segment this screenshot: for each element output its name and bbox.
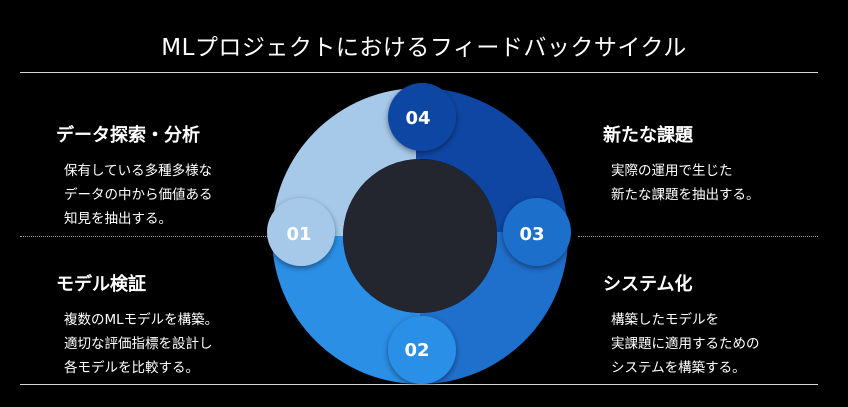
description-line: システムを構築する。 (611, 360, 746, 376)
step-systemization: システム化 構築したモデルを 実課題に適用するための システムを構築する。 (603, 270, 760, 380)
segment-number-03: 03 (519, 224, 544, 245)
step-model-validation: モデル検証 複数のMLモデルを構築。 適切な評価指標を設計し 各モデルを比較する… (56, 270, 218, 380)
segment-number-04: 04 (405, 108, 430, 129)
description-line: データの中から価値ある (64, 187, 213, 203)
step-analysis-description: 保有している多種多様な データの中から価値ある 知見を抽出する。 (56, 159, 213, 231)
left-dotted-divider (20, 236, 268, 237)
diagram-title: MLプロジェクトにおけるフィードバックサイクル (161, 35, 687, 61)
cycle-segment-03 (420, 232, 569, 384)
description-line: 構築したモデルを (611, 312, 719, 328)
right-dotted-divider (578, 236, 818, 237)
description-line: 実課題に適用するための (611, 336, 760, 352)
step-model-description: 複数のMLモデルを構築。 適切な評価指標を設計し 各モデルを比較する。 (56, 308, 218, 380)
description-line: 各モデルを比較する。 (64, 360, 199, 376)
segment-number-01: 01 (286, 224, 311, 245)
segment-01-cap (267, 198, 335, 266)
step-issue-description: 実際の運用で生じた 新たな課題を抽出する。 (603, 159, 760, 207)
step-model-heading: モデル検証 (56, 274, 146, 295)
segment-03-cap (503, 198, 571, 266)
description-line: 知見を抽出する。 (64, 211, 172, 227)
step-system-description: 構築したモデルを 実課題に適用するための システムを構築する。 (603, 308, 760, 380)
cycle-ring (267, 83, 571, 384)
segment-04-cap (388, 83, 456, 151)
segment-02-cap (388, 316, 456, 384)
description-line: 保有している多種多様な (64, 163, 213, 179)
bottom-divider (20, 384, 818, 385)
step-new-issues: 新たな課題 実際の運用で生じた 新たな課題を抽出する。 (603, 121, 760, 207)
cycle-segment-02 (272, 236, 420, 384)
step-analysis-heading: データ探索・分析 (56, 125, 200, 146)
description-line: 新たな課題を抽出する。 (611, 187, 760, 203)
description-line: 実際の運用で生じた (611, 163, 733, 179)
top-divider (20, 72, 818, 73)
description-line: 複数のMLモデルを構築。 (64, 312, 219, 328)
cycle-center-hub (343, 159, 497, 313)
step-analysis: データ探索・分析 保有している多種多様な データの中から価値ある 知見を抽出する… (56, 121, 213, 231)
description-line: 適切な評価指標を設計し (64, 336, 213, 352)
segment-number-02: 02 (404, 340, 429, 361)
step-system-heading: システム化 (603, 274, 693, 295)
step-issue-heading: 新たな課題 (603, 125, 693, 146)
